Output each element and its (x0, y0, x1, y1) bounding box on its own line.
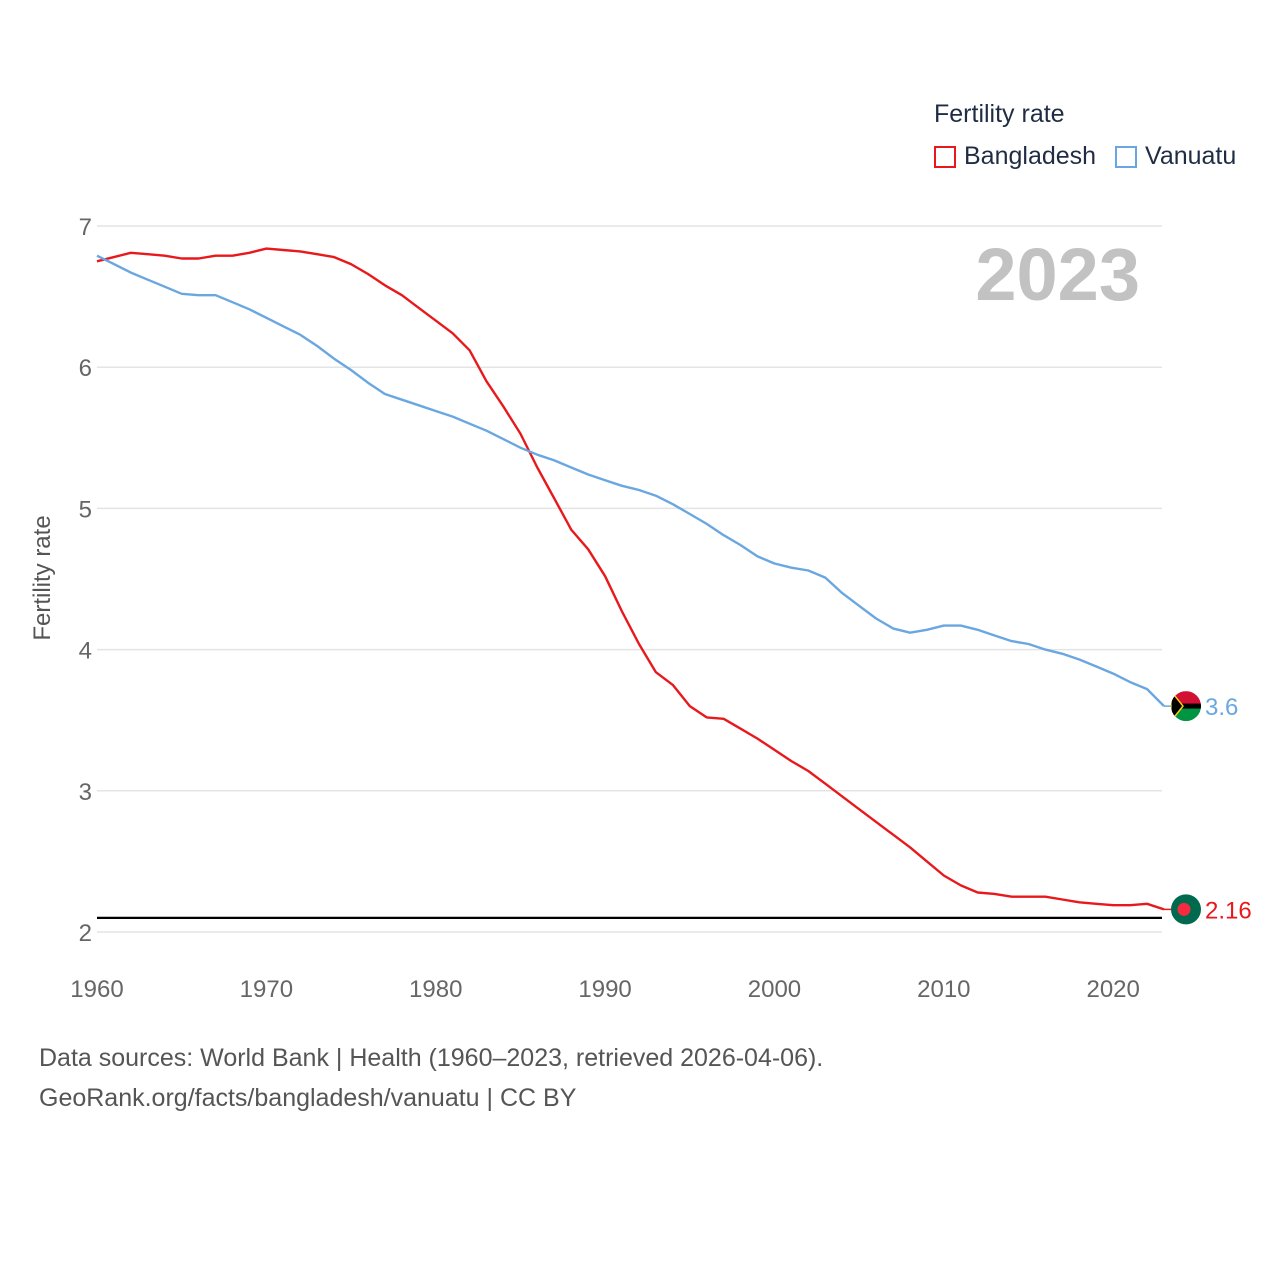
x-tick-label-1970: 1970 (240, 976, 293, 1003)
legend-item-vanuatu[interactable]: Vanuatu (1115, 142, 1236, 171)
flag-disc-bangladesh (1177, 902, 1191, 916)
x-tick-label-1990: 1990 (578, 976, 631, 1003)
flag-triangle-vanuatu (1171, 691, 1184, 722)
flag-marker-vanuatu (1171, 691, 1201, 722)
x-tick-label-2020: 2020 (1086, 976, 1139, 1003)
y-tick-label-6: 6 (79, 355, 92, 382)
legend-item-bangladesh[interactable]: Bangladesh (934, 142, 1096, 171)
y-axis-ticks: 2 3 4 5 6 7 (79, 214, 92, 947)
x-tick-label-2010: 2010 (917, 976, 970, 1003)
x-tick-label-2000: 2000 (748, 976, 801, 1003)
x-tick-label-1980: 1980 (409, 976, 462, 1003)
gridlines (97, 225, 1162, 933)
end-value-label-bangladesh: 2.16 (1205, 897, 1252, 924)
series-lines (96, 247, 1165, 911)
year-watermark: 2023 (975, 233, 1140, 316)
footer-sources: Data sources: World Bank | Health (1960–… (39, 1044, 824, 1072)
series-line-bangladesh (96, 247, 1165, 911)
end-value-label-vanuatu: 3.6 (1205, 694, 1238, 721)
legend-swatch-vanuatu (1115, 145, 1137, 168)
y-tick-label-3: 3 (79, 779, 92, 806)
y-axis-title: Fertility rate (29, 515, 56, 641)
y-tick-label-5: 5 (79, 496, 92, 523)
series-line-vanuatu (96, 254, 1165, 707)
y-tick-label-4: 4 (79, 638, 92, 665)
footer-credit: GeoRank.org/facts/bangladesh/vanuatu | C… (39, 1084, 577, 1112)
y-tick-label-7: 7 (79, 214, 92, 241)
legend-title: Fertility rate (934, 100, 1065, 128)
y-tick-label-2: 2 (79, 920, 92, 947)
legend-label-bangladesh: Bangladesh (964, 142, 1097, 170)
x-tick-label-1960: 1960 (70, 976, 123, 1003)
end-markers: 2.16 3.6 (1164, 691, 1252, 925)
flag-marker-bangladesh (1171, 894, 1201, 925)
legend-swatch-bangladesh (934, 145, 956, 168)
flag-band-vanuatu (1171, 703, 1201, 709)
x-axis-ticks: 1960 1970 1980 1990 2000 2010 2020 (70, 976, 1140, 1003)
legend-label-vanuatu: Vanuatu (1145, 142, 1237, 170)
